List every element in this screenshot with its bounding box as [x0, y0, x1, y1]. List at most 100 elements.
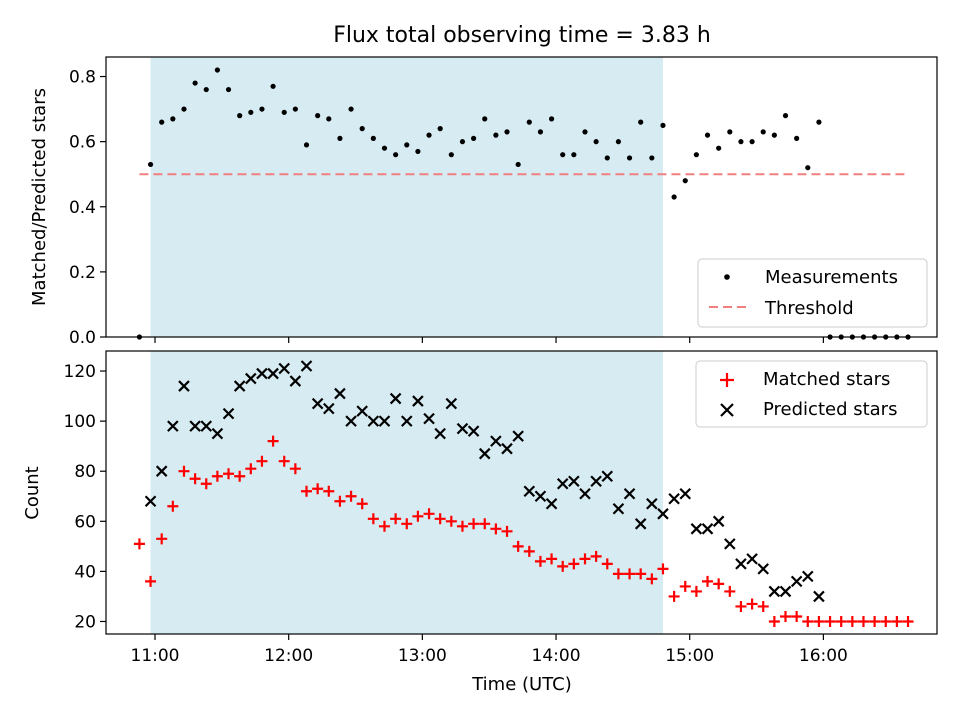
- measurement-point: [649, 155, 655, 161]
- matched-star-point: [367, 513, 379, 525]
- chart-title: Flux total observing time = 3.83 h: [333, 23, 711, 48]
- legend-measurements-marker: [724, 274, 730, 280]
- predicted-star-point: [646, 497, 658, 510]
- matched-star-point: [702, 575, 714, 587]
- matched-star-point: [178, 465, 190, 477]
- matched-star-point: [735, 600, 747, 612]
- measurement-point: [393, 152, 399, 158]
- matched-star-point: [434, 513, 446, 525]
- predicted-star-point: [579, 487, 591, 500]
- legend-predicted-label: Predicted stars: [763, 399, 897, 420]
- measurement-point: [192, 80, 198, 86]
- measurement-point: [381, 145, 388, 151]
- predicted-star-point: [779, 585, 792, 598]
- measurement-point: [437, 126, 443, 132]
- matched-star-point: [468, 518, 480, 530]
- matched-star-point: [501, 525, 513, 537]
- measurement-point: [159, 119, 165, 125]
- matched-star-point: [423, 508, 435, 520]
- measurement-point: [270, 83, 276, 89]
- measurement-points: [136, 67, 911, 340]
- bottom-panel: 20 40 60 80 100 120 11:00 12:00 13:00 14:00 15:00…: [22, 350, 938, 695]
- matched-star-point: [746, 598, 758, 610]
- predicted-star-point: [345, 415, 357, 427]
- predicted-star-point: [467, 425, 480, 437]
- predicted-star-point: [200, 420, 213, 432]
- legend-matched-marker: [720, 373, 734, 387]
- top-y-tick-label: 0.4: [69, 198, 96, 218]
- matched-star-point: [401, 518, 413, 530]
- matched-star-point: [902, 615, 914, 627]
- measurement-point: [760, 129, 766, 135]
- predicted-star-point: [668, 492, 680, 505]
- matched-star-point: [646, 573, 658, 585]
- measurement-point: [147, 161, 154, 168]
- top-y-tick-label: 0.8: [69, 68, 96, 88]
- matched-stars-points: [133, 435, 914, 627]
- legend-matched-label: Matched stars: [763, 369, 890, 390]
- matched-star-point: [657, 563, 669, 575]
- measurement-point: [504, 129, 510, 135]
- predicted-star-point: [367, 415, 380, 427]
- measurement-point: [237, 113, 243, 119]
- matched-star-point: [223, 468, 235, 480]
- bottom-y-axis-ticks: 20 40 60 80 100 120: [64, 362, 106, 632]
- measurement-point: [214, 67, 220, 73]
- predicted-star-point: [334, 387, 346, 400]
- predicted-star-point: [556, 477, 569, 490]
- predicted-star-point: [189, 420, 201, 432]
- predicted-star-point: [612, 503, 625, 515]
- x-tick-label: 12:00: [264, 646, 313, 666]
- top-y-tick-label: 0.2: [69, 263, 96, 283]
- predicted-star-point: [245, 372, 257, 385]
- matched-star-point: [802, 615, 814, 627]
- bottom-y-tick-label: 60: [74, 512, 96, 532]
- matched-star-point: [234, 470, 246, 482]
- predicted-star-point: [601, 470, 614, 482]
- matched-star-point: [156, 533, 168, 545]
- legend-measurements-label: Measurements: [765, 267, 898, 288]
- measurement-point: [593, 139, 599, 145]
- measurement-point: [471, 135, 477, 141]
- matched-star-point: [668, 590, 680, 602]
- predicted-star-point: [456, 422, 469, 435]
- matched-star-point: [880, 615, 892, 627]
- measurement-point: [626, 155, 633, 161]
- measurement-point: [816, 119, 822, 125]
- matched-star-point: [334, 495, 346, 507]
- predicted-star-point: [802, 570, 814, 583]
- matched-star-point: [356, 498, 368, 510]
- matched-star-point: [200, 478, 212, 490]
- predicted-star-point: [512, 430, 524, 442]
- matched-star-point: [534, 555, 546, 567]
- matched-star-point: [624, 568, 636, 580]
- matched-star-point: [690, 585, 702, 597]
- matched-star-point: [167, 500, 179, 512]
- bottom-shaded-interval: [150, 351, 663, 634]
- matched-star-point: [713, 578, 725, 590]
- matched-star-point: [724, 585, 736, 597]
- matched-star-point: [490, 523, 502, 535]
- matched-star-point: [579, 553, 591, 565]
- predicted-star-point: [400, 415, 413, 427]
- predicted-star-point: [724, 538, 736, 550]
- measurement-point: [805, 165, 811, 171]
- top-x-axis-ticks: [154, 337, 824, 343]
- bottom-y-tick-label: 40: [74, 562, 96, 582]
- top-shaded-interval: [150, 57, 663, 337]
- predicted-star-point: [634, 518, 647, 530]
- measurement-point: [727, 129, 733, 135]
- measurement-point: [771, 132, 777, 138]
- matched-star-point: [312, 483, 324, 495]
- measurement-point: [259, 106, 265, 112]
- measurement-point: [571, 152, 577, 158]
- predicted-star-point: [256, 367, 268, 380]
- measurement-point: [716, 145, 722, 151]
- measurement-point: [749, 139, 755, 145]
- legend-predicted-marker: [720, 403, 734, 417]
- matched-star-point: [846, 615, 858, 627]
- predicted-star-point: [289, 375, 302, 387]
- matched-star-point: [768, 615, 780, 627]
- predicted-star-point: [423, 412, 435, 425]
